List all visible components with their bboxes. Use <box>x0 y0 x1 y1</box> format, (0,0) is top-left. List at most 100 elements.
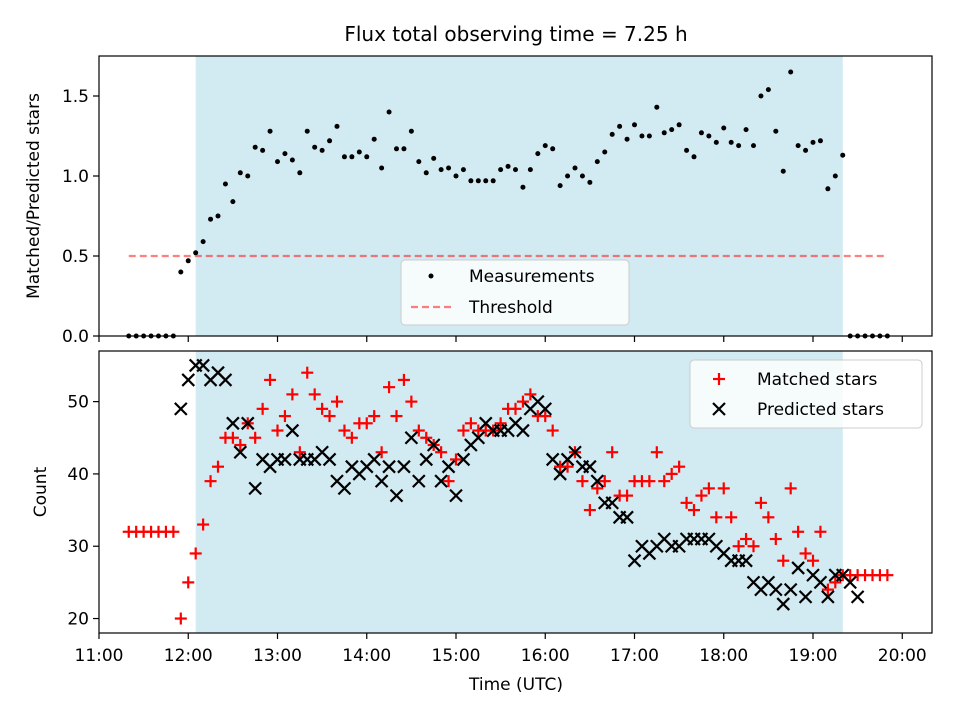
matched-star-point <box>643 475 656 488</box>
x-b <box>367 452 381 467</box>
x-b <box>174 402 188 416</box>
top-y-tick-label: 1.5 <box>62 87 89 107</box>
matched-star-point <box>442 475 455 488</box>
legend-matched-marker <box>713 373 725 385</box>
x-b <box>746 575 761 590</box>
x-b <box>508 416 523 431</box>
matched-star-point <box>576 475 589 488</box>
predicted-star-point <box>404 430 419 445</box>
predicted-star-point <box>397 459 411 474</box>
measurement-point <box>706 133 712 139</box>
predicted-star-point <box>798 590 813 604</box>
measurement-point <box>527 167 533 173</box>
predicted-star-point <box>434 474 448 488</box>
x-tick-label: 15:00 <box>432 646 481 666</box>
matched-star-point <box>397 373 410 386</box>
measurement-point <box>490 178 496 184</box>
bottom-axes-frame <box>98 350 933 634</box>
x-tick-label: 16:00 <box>521 646 570 666</box>
measurement-point <box>438 167 444 173</box>
matched-star-point <box>464 417 477 430</box>
x-b <box>776 597 791 611</box>
measurement-point <box>639 133 645 139</box>
predicted-star-point <box>367 452 381 467</box>
matched-star-point <box>301 366 314 379</box>
measurement-point <box>446 165 452 171</box>
predicted-star-point <box>426 438 441 452</box>
matched-star-point <box>732 540 745 553</box>
matched-star-point <box>821 583 834 596</box>
predicted-star-point <box>196 358 210 373</box>
bottom-y-tick-label: 50 <box>67 393 89 413</box>
x-b <box>441 459 456 474</box>
predicted-star-point <box>240 416 255 431</box>
x-b <box>620 510 634 525</box>
matched-star-point <box>546 424 559 437</box>
x-b <box>739 553 753 568</box>
matched-star-point <box>226 431 239 444</box>
matched-star-point <box>420 431 433 444</box>
matched-star-point <box>167 525 180 538</box>
legend-matched-label: Matched stars <box>757 370 877 390</box>
predicted-star-point <box>285 423 300 438</box>
matched-star-point <box>702 482 715 495</box>
measurement-point <box>698 130 704 136</box>
matched-star-point <box>754 496 767 509</box>
measurement-point <box>208 216 214 222</box>
matched-star-point <box>494 417 507 430</box>
predicted-star-point <box>441 459 456 474</box>
predicted-star-point <box>382 459 396 474</box>
measurement-point <box>341 154 347 160</box>
measurement-point <box>602 149 608 155</box>
measurement-point <box>609 131 615 137</box>
predicted-star-point <box>218 373 233 387</box>
x-tick-label: 18:00 <box>699 646 748 666</box>
matched-stars-points <box>122 366 894 625</box>
top-x-ticks <box>98 336 903 342</box>
top-y-ticks: 0.0 0.5 1.0 1.5 <box>62 87 99 347</box>
predicted-star-point <box>850 590 865 604</box>
predicted-star-point <box>843 575 857 590</box>
x-b <box>382 459 396 474</box>
x-b <box>345 459 359 474</box>
x-b <box>233 445 248 460</box>
x-b <box>702 532 716 546</box>
predicted-star-point <box>181 373 196 387</box>
predicted-star-point <box>821 590 835 604</box>
predicted-star-point <box>456 452 471 467</box>
x-b <box>397 459 411 474</box>
matched-star-point <box>271 424 284 437</box>
x-b <box>412 474 426 488</box>
measurement-point <box>520 184 526 190</box>
legend-measurements-label: Measurements <box>469 267 595 287</box>
measurement-point <box>825 186 831 192</box>
matched-star-point <box>591 482 604 495</box>
x-b <box>404 430 419 445</box>
matched-star-point <box>405 395 418 408</box>
matched-star-point <box>561 460 574 473</box>
x-tick-label: 12:00 <box>164 646 213 666</box>
bottom-y-axis-label: Count <box>31 466 51 517</box>
predicted-star-point <box>545 452 560 467</box>
predicted-star-point <box>627 553 642 568</box>
x-b <box>821 590 835 604</box>
measurement-point <box>453 173 459 179</box>
measurement-point <box>676 122 682 128</box>
measurement-point <box>669 127 675 133</box>
x-b <box>635 539 649 554</box>
matched-star-point <box>345 431 358 444</box>
measurement-point <box>267 128 273 134</box>
measurement-point <box>728 139 734 145</box>
x-tick-label: 17:00 <box>610 646 659 666</box>
measurement-point <box>773 128 779 134</box>
x-tick-label: 13:00 <box>253 646 302 666</box>
predicted-star-point <box>322 452 337 467</box>
matched-star-point <box>747 540 760 553</box>
x-b <box>553 467 567 481</box>
matched-star-point <box>658 475 671 488</box>
predicted-star-point <box>389 488 404 503</box>
measurement-point <box>594 159 600 165</box>
measurement-point <box>423 170 429 176</box>
bottom-y-tick-label: 30 <box>67 537 89 557</box>
matched-star-point <box>323 410 336 423</box>
